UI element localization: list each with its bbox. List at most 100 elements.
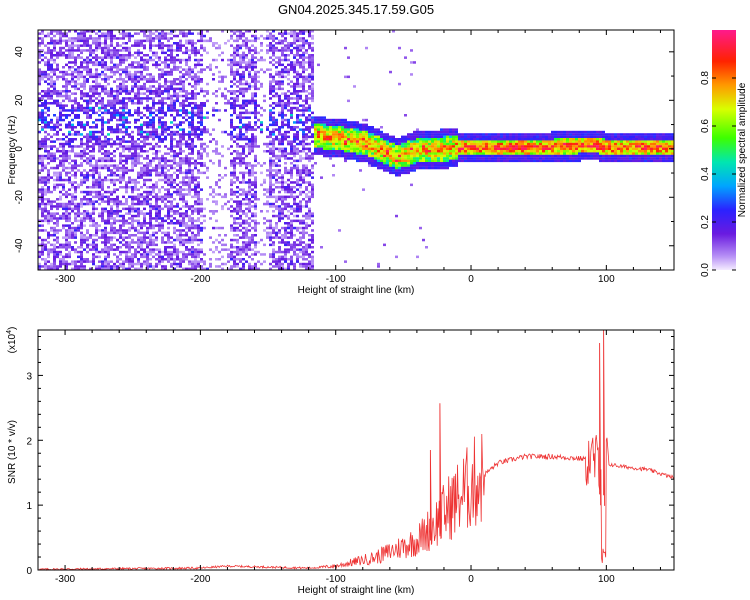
spectrogram-cell — [80, 70, 83, 74]
spectrogram-cell — [269, 80, 272, 83]
spectrogram-cell — [233, 30, 236, 33]
spectrogram-cell — [149, 159, 152, 163]
spectrogram-cell — [122, 250, 125, 254]
spectrogram-cell — [128, 229, 131, 232]
spectrogram-cell — [137, 78, 140, 81]
spectrogram-cell — [206, 111, 209, 115]
spectrogram-cell — [218, 80, 221, 83]
spectrogram-cell — [131, 162, 134, 165]
spectrogram-cell — [269, 236, 272, 239]
spectrogram-cell — [104, 190, 107, 194]
spectrogram-cell — [245, 241, 248, 244]
spectrogram-cell — [119, 140, 122, 143]
spectrogram-cell — [50, 262, 53, 266]
spectrogram-cell — [206, 145, 209, 148]
spectrogram-cell — [146, 68, 149, 71]
spectrogram-cell — [50, 51, 53, 55]
spectrogram-cell — [80, 243, 83, 247]
spectrogram-cell — [128, 234, 131, 237]
spectrogram-cell — [71, 193, 74, 196]
spectrogram-cell — [104, 195, 107, 199]
spectrogram-cell — [125, 260, 128, 263]
spectrogram-cell — [125, 258, 128, 261]
spectrogram-cell — [131, 102, 134, 105]
spectrogram-cell — [287, 63, 290, 67]
spectrogram-cell — [230, 214, 233, 218]
spectrogram-cell — [239, 207, 242, 211]
spectrogram-cell — [242, 138, 245, 141]
spectrogram-cell — [74, 267, 77, 271]
spectrogram-cell — [284, 207, 287, 211]
spectrogram-cell — [272, 142, 275, 146]
spectrogram-cell — [251, 39, 254, 43]
spectrogram-cell — [236, 186, 239, 189]
spectrogram-cell — [155, 109, 158, 112]
spectrogram-cell — [302, 114, 305, 117]
spectrogram-cell — [146, 80, 149, 83]
spectrogram-cell — [302, 30, 305, 33]
spectrogram-cell — [131, 154, 134, 158]
spectrogram-cell — [290, 150, 293, 153]
spectrogram-cell — [92, 195, 95, 199]
spectrogram-cell — [215, 202, 218, 206]
spectrogram-cell — [125, 102, 128, 105]
spectrogram-cell — [107, 159, 110, 163]
spectrogram-cell — [104, 166, 107, 170]
spectrogram-cell — [107, 178, 110, 182]
spectrogram-cell — [110, 92, 113, 95]
spectrogram-cell — [227, 260, 230, 263]
spectrogram-cell — [182, 99, 185, 103]
spectrogram-cell — [158, 188, 161, 191]
spectrogram-cell — [152, 80, 155, 83]
spectrogram-cell — [44, 176, 47, 179]
spectrogram-cell — [152, 97, 155, 100]
spectrogram-cell — [152, 205, 155, 208]
spectrogram-cell — [47, 78, 50, 81]
spectrogram-cell — [122, 150, 125, 153]
spectrogram-cell — [302, 135, 305, 139]
spectrogram-cell — [122, 147, 125, 151]
spectrogram-cell — [137, 210, 140, 213]
spectrogram-cell — [155, 44, 158, 47]
spectrogram-cell — [197, 186, 200, 189]
spectrogram-cell — [230, 265, 233, 268]
spectrogram-cell — [179, 123, 182, 127]
spectrogram-cell — [158, 260, 161, 263]
spectrogram-cell — [158, 68, 161, 71]
spectrogram-cell — [44, 130, 47, 134]
spectrogram-cell — [284, 54, 287, 57]
spectrogram-cell — [191, 150, 194, 153]
spectrogram-cell — [281, 142, 284, 146]
spectrogram-cell — [203, 219, 206, 223]
spectrogram-cell — [185, 176, 188, 179]
spectrogram-cell — [119, 246, 122, 249]
spectrogram-cell — [248, 147, 251, 151]
spectrogram-cell — [65, 238, 68, 242]
spectrogram-cell — [83, 99, 86, 103]
spectrogram-cell — [134, 183, 137, 187]
spectrogram-cell — [197, 176, 200, 179]
spectrogram-cell — [182, 44, 185, 47]
spectrogram-cell — [119, 102, 122, 105]
spectrogram-cell — [125, 140, 128, 143]
spectrogram-cell — [71, 200, 74, 203]
spectrogram-cell — [188, 104, 191, 107]
spectrogram-cell — [47, 157, 50, 160]
spectrogram-cell — [119, 87, 122, 91]
spectrogram-cell — [119, 200, 122, 203]
spectrogram-cell — [101, 133, 104, 136]
spectrogram-cell — [203, 130, 206, 134]
spectrogram-cell — [233, 106, 236, 110]
spectrogram-cell — [284, 258, 287, 261]
spectrogram-cell — [152, 243, 155, 247]
spectrogram-cell — [230, 133, 233, 136]
spectrogram-cell — [191, 224, 194, 227]
spectrogram-cell — [155, 183, 158, 187]
spectrogram-cell — [278, 190, 281, 194]
spectrogram-cell — [161, 260, 164, 263]
spectrogram-cell — [77, 246, 80, 249]
spectrogram-cell — [44, 262, 47, 266]
spectrogram-cell — [308, 32, 311, 35]
spectrogram-cell — [251, 142, 254, 146]
spectrogram-cell — [305, 126, 308, 129]
